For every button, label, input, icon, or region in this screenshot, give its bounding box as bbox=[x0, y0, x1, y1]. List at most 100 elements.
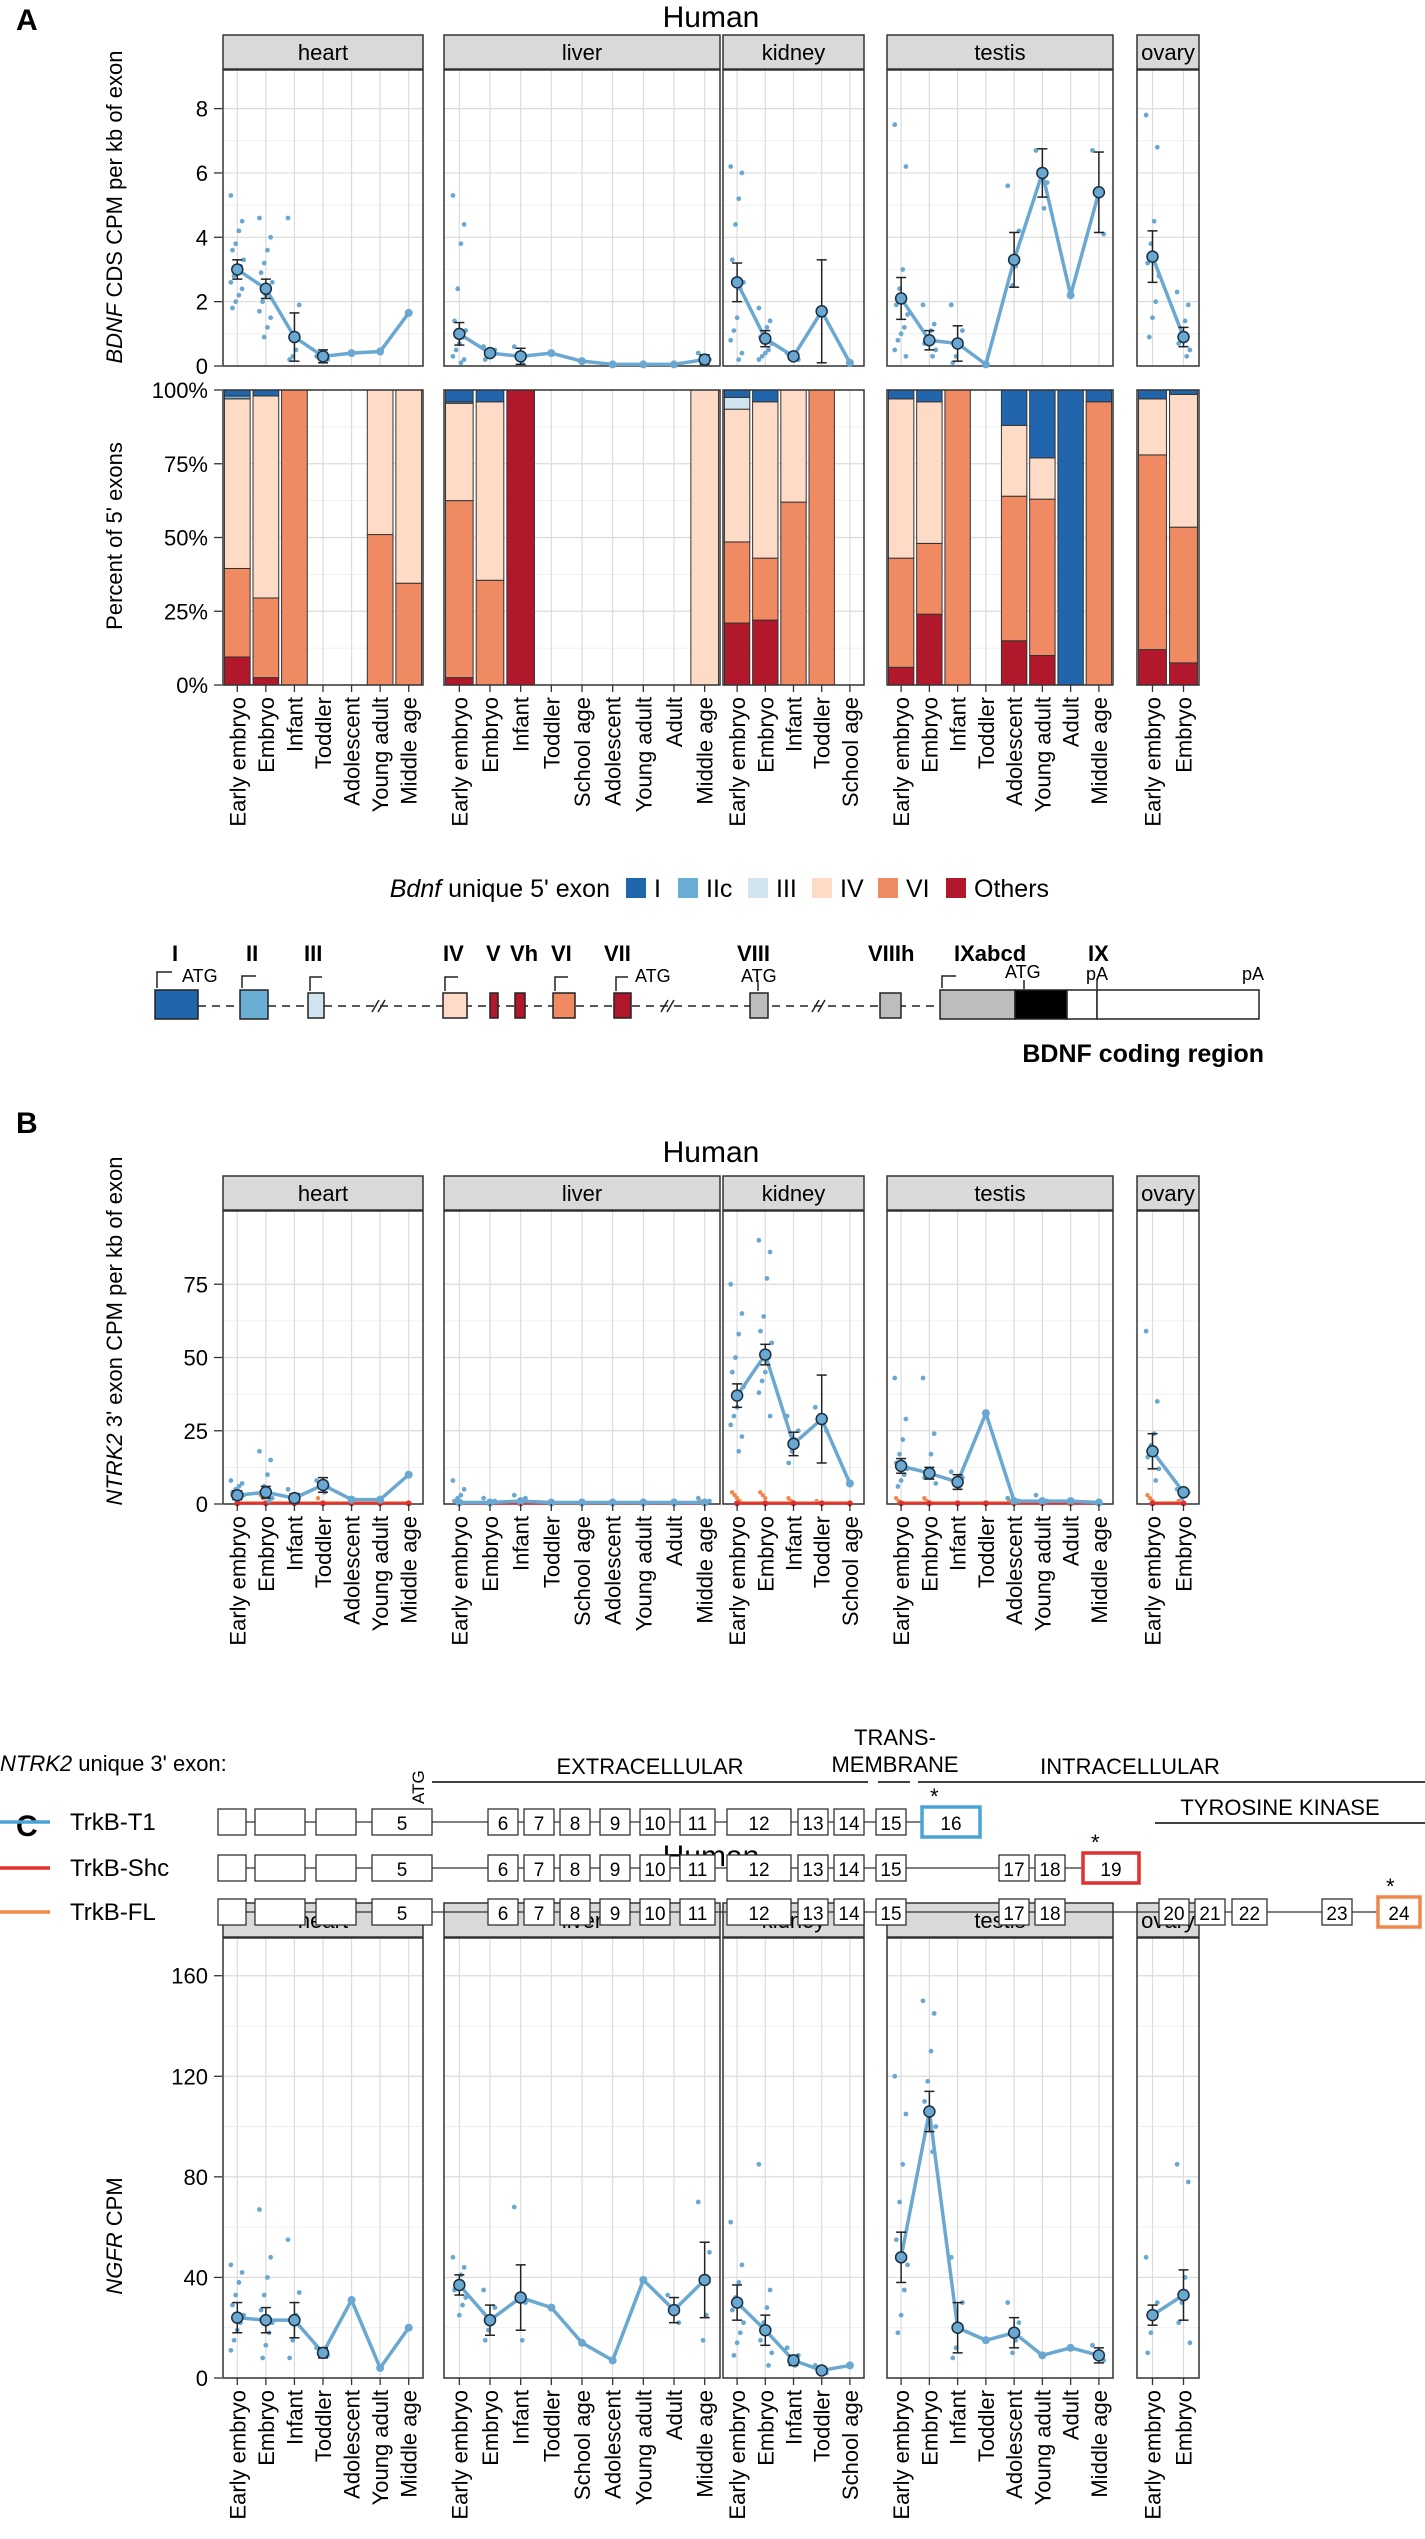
mean-marker-liver-1 bbox=[483, 346, 497, 360]
point-heart-1 bbox=[257, 1448, 262, 1454]
point-kidney-1 bbox=[760, 1493, 765, 1498]
stage-label-a-liver-7: Adult bbox=[662, 697, 687, 747]
bar-segment-heart-5-IV bbox=[366, 389, 394, 536]
exon-number-2-23: 23 bbox=[1326, 1904, 1347, 1925]
facet-panel-pct-ovary bbox=[1136, 389, 1200, 686]
point-testis-5 bbox=[1041, 205, 1047, 211]
exon-number-2-20: 20 bbox=[1163, 1904, 1184, 1925]
unique-exon-number-0: 16 bbox=[940, 1814, 961, 1835]
exon-number-0-9: 9 bbox=[610, 1814, 621, 1835]
point-testis-0 bbox=[900, 2161, 906, 2167]
stage-label-kidney-2: Infant bbox=[782, 1516, 807, 1571]
bar-segment-testis-5-IV bbox=[1029, 457, 1056, 500]
bar-segment-testis-0-I bbox=[887, 389, 915, 400]
point-heart-0 bbox=[239, 218, 245, 224]
bar-segment-ovary-1-IV bbox=[1169, 393, 1198, 528]
mean-marker-testis-2 bbox=[951, 1475, 964, 1489]
point-kidney-1 bbox=[767, 1249, 773, 1255]
point-testis-0 bbox=[903, 164, 909, 169]
point-liver-0 bbox=[455, 286, 461, 292]
mean-marker-testis-3 bbox=[981, 2336, 990, 2345]
facet-strip-liver bbox=[443, 1175, 721, 1211]
facet-label-testis: testis bbox=[974, 40, 1025, 65]
point-testis-0 bbox=[893, 2237, 899, 2243]
ntrk2-region-intracellular: INTRACELLULAR bbox=[1040, 1754, 1220, 1779]
stage-label-ovary-1: Embryo bbox=[1172, 2390, 1197, 2466]
point-heart-0 bbox=[233, 2292, 239, 2298]
mean-marker-heart-2 bbox=[288, 330, 301, 344]
mean-marker-testis-7 bbox=[1092, 186, 1106, 199]
point-kidney-1 bbox=[758, 2337, 763, 2343]
point-testis-0 bbox=[897, 1451, 902, 1457]
point-heart-0 bbox=[236, 292, 242, 298]
point-heart-0 bbox=[230, 247, 235, 253]
bdnf-coding-box bbox=[1014, 989, 1068, 1020]
point-ovary-0 bbox=[1153, 1478, 1159, 1483]
ytick-label-pct-4: 100% bbox=[152, 378, 208, 403]
point-testis-1 bbox=[928, 1451, 934, 1457]
point-ovary-0 bbox=[1151, 218, 1157, 224]
mean-marker-liver-3 bbox=[547, 349, 556, 358]
point-liver-8 bbox=[695, 1495, 701, 1501]
bdnf-expression-chart: 0 2 4 6 8 heart liver kidney testis ovary bbox=[196, 34, 1200, 379]
point-kidney-1 bbox=[756, 2161, 762, 2167]
ytick-label-A_expr-3: 6 bbox=[196, 161, 208, 186]
point-ovary-1 bbox=[1184, 353, 1190, 359]
bar-segment-liver-0-IV bbox=[445, 402, 474, 502]
stage-label-heart-1: Embryo bbox=[254, 2390, 279, 2466]
point-liver-0 bbox=[461, 357, 467, 362]
point-kidney-1 bbox=[758, 1490, 763, 1495]
mean-point-shc-testis-0 bbox=[898, 1500, 905, 1507]
legend-label-IV: IV bbox=[840, 875, 864, 903]
point-heart-2 bbox=[285, 2237, 291, 2243]
ntrk2-isoform-diagram: NTRK2 unique 3' exon: EXTRACELLULAR TRAN… bbox=[0, 1725, 1425, 1929]
point-liver-0 bbox=[458, 241, 464, 247]
exon-box-1-18 bbox=[1034, 1854, 1066, 1882]
mean-marker-heart-4 bbox=[347, 1495, 356, 1504]
stage-label-heart-4: Adolescent bbox=[340, 1516, 365, 1625]
bdnf-exon-label-VI: VI bbox=[551, 941, 572, 966]
stage-label-kidney-2: Infant bbox=[782, 2390, 807, 2445]
point-heart-0 bbox=[228, 279, 234, 285]
point-testis-4 bbox=[1005, 2300, 1011, 2305]
point-ovary-1 bbox=[1176, 341, 1182, 346]
stage-label-a-liver-2: Infant bbox=[509, 697, 534, 752]
point-kidney-0 bbox=[728, 2219, 734, 2225]
mean-marker-ovary-0 bbox=[1146, 250, 1159, 263]
bdnf-exon-label-VIII: VIII bbox=[737, 941, 770, 966]
point-kidney-1 bbox=[769, 1340, 775, 1346]
stage-label-a-testis-3: Toddler bbox=[974, 697, 999, 769]
exon-box-0-4 bbox=[487, 1808, 519, 1836]
point-ovary-0 bbox=[1143, 2254, 1149, 2260]
point-liver-2 bbox=[519, 2337, 525, 2343]
mean-marker-liver-0 bbox=[453, 327, 466, 341]
exon-box-0-10 bbox=[726, 1808, 792, 1836]
bar-segment-kidney-0-III bbox=[723, 396, 751, 410]
ytick-label-pct-3: 75% bbox=[164, 452, 208, 477]
point-testis-0 bbox=[895, 1484, 901, 1489]
point-kidney-0 bbox=[731, 328, 737, 334]
exon-box-2-10 bbox=[726, 1898, 792, 1926]
stage-label-a-liver-5: Adolescent bbox=[601, 697, 626, 806]
point-testis-0 bbox=[903, 2111, 909, 2117]
exon-box-0-1 bbox=[254, 1808, 306, 1836]
facet-panel-A_expr-liver bbox=[443, 69, 721, 367]
facet-strip-liver bbox=[443, 34, 721, 70]
stage-label-a-heart-4: Adolescent bbox=[340, 697, 365, 806]
exon-number-1-12: 12 bbox=[748, 1860, 769, 1881]
stage-label-kidney-1: Embryo bbox=[753, 1516, 778, 1592]
stage-label-heart-0: Early embryo bbox=[225, 2390, 250, 2520]
bar-segment-testis-0-VI bbox=[887, 557, 915, 668]
point-kidney-1 bbox=[756, 1390, 762, 1396]
point-testis-1 bbox=[920, 1375, 926, 1381]
mean-marker-testis-4 bbox=[1007, 253, 1021, 267]
bdnf-3utr-short-box bbox=[1066, 989, 1098, 1020]
point-testis-0 bbox=[903, 1416, 909, 1422]
exon-number-1-18: 18 bbox=[1039, 1860, 1060, 1881]
mean-marker-liver-4 bbox=[578, 357, 586, 366]
point-testis-1 bbox=[920, 302, 926, 308]
stage-label-kidney-1: Embryo bbox=[753, 2390, 778, 2466]
ntrk2-region-kinase: TYROSINE KINASE bbox=[1180, 1795, 1379, 1820]
stage-label-liver-4: School age bbox=[570, 1516, 595, 1626]
stage-label-a-testis-1: Embryo bbox=[917, 697, 942, 773]
